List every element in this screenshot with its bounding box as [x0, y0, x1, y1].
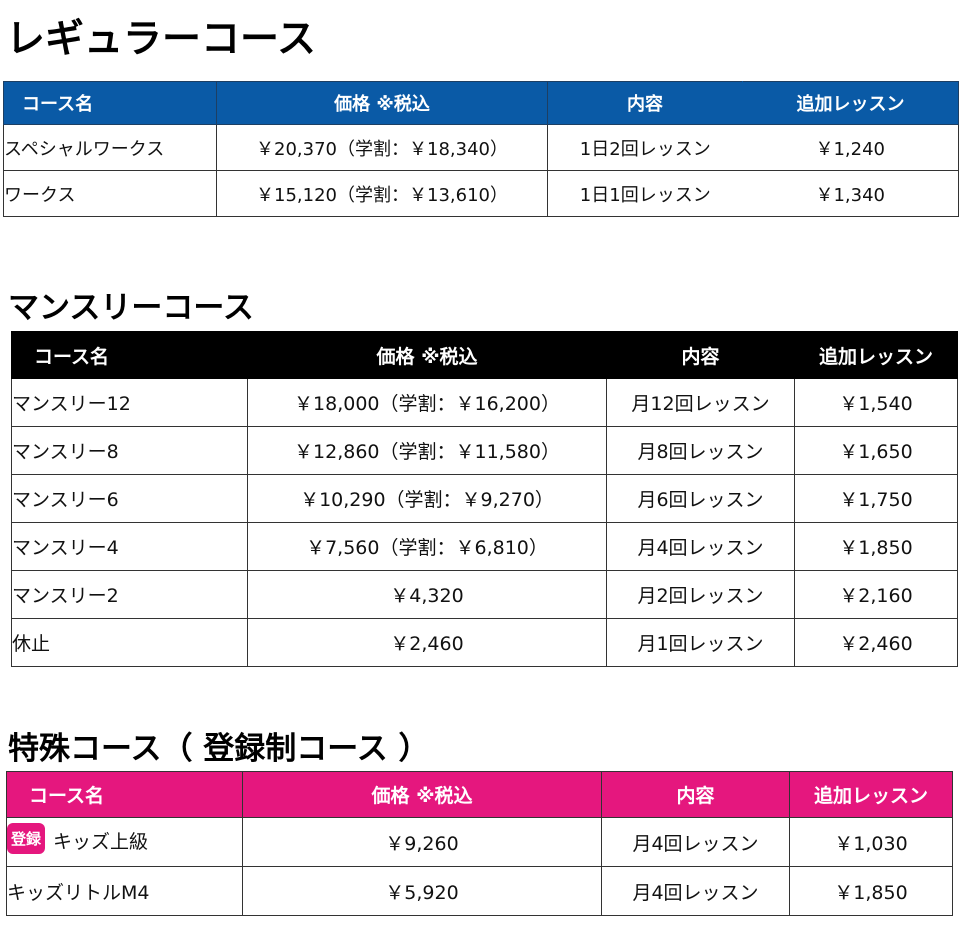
table-row: ワークス ￥15,120（学割：￥13,610） 1日1回レッスン ￥1,340: [3, 170, 959, 217]
course-name: マンスリー4: [11, 522, 248, 571]
table-header-row: コース名 価格 ※税込 内容 追加レッスン: [11, 331, 958, 379]
table-row: マンスリー2 ￥4,320 月2回レッスン ￥2,160: [11, 570, 958, 619]
course-price: ￥12,860（学割：￥11,580）: [247, 426, 607, 475]
col-extra-lesson: 追加レッスン: [794, 331, 958, 379]
course-extra: ￥1,030: [789, 817, 953, 867]
table-header-row: コース名 価格 ※税込 内容 追加レッスン: [6, 771, 953, 818]
col-content: 内容: [547, 81, 743, 125]
course-content: 月2回レッスン: [606, 570, 795, 619]
course-extra: ￥1,850: [794, 522, 958, 571]
course-extra: ￥1,650: [794, 426, 958, 475]
course-content: 1日2回レッスン: [547, 124, 743, 171]
course-price: ￥20,370（学割：￥18,340）: [216, 124, 548, 171]
course-price: ￥2,460: [247, 618, 607, 667]
col-content: 内容: [601, 771, 790, 818]
course-name: スペシャルワークス: [3, 124, 217, 171]
course-price: ￥5,920: [242, 866, 602, 916]
col-extra-lesson: 追加レッスン: [742, 81, 959, 125]
course-content: 月4回レッスン: [606, 522, 795, 571]
table-row: 休止 ￥2,460 月1回レッスン ￥2,460: [11, 618, 958, 667]
regular-course-table: コース名 価格 ※税込 内容 追加レッスン スペシャルワークス ￥20,370（…: [3, 81, 959, 217]
course-extra: ￥2,160: [794, 570, 958, 619]
course-price: ￥10,290（学割：￥9,270）: [247, 474, 607, 523]
course-content: 1日1回レッスン: [547, 170, 743, 217]
course-price: ￥7,560（学割：￥6,810）: [247, 522, 607, 571]
monthly-course-table: コース名 価格 ※税込 内容 追加レッスン マンスリー12 ￥18,000（学割…: [11, 331, 958, 667]
col-course-name: コース名: [3, 81, 217, 125]
course-name: マンスリー6: [11, 474, 248, 523]
col-price: 価格 ※税込: [247, 331, 607, 379]
table-row: マンスリー12 ￥18,000（学割：￥16,200） 月12回レッスン ￥1,…: [11, 378, 958, 427]
course-price: ￥4,320: [247, 570, 607, 619]
table-row: 登録 キッズ上級 ￥9,260 月4回レッスン ￥1,030: [6, 817, 953, 867]
special-course-title: 特殊コース（ 登録制コース ）: [8, 731, 430, 767]
col-extra-lesson: 追加レッスン: [789, 771, 953, 818]
course-extra: ￥1,750: [794, 474, 958, 523]
course-extra: ￥1,240: [742, 124, 959, 171]
table-row: マンスリー8 ￥12,860（学割：￥11,580） 月8回レッスン ￥1,65…: [11, 426, 958, 475]
course-content: 月12回レッスン: [606, 378, 795, 427]
table-header-row: コース名 価格 ※税込 内容 追加レッスン: [3, 81, 959, 125]
course-name: マンスリー8: [11, 426, 248, 475]
course-content: 月4回レッスン: [601, 866, 790, 916]
regular-course-title: レギュラーコース: [6, 17, 317, 62]
course-extra: ￥1,340: [742, 170, 959, 217]
course-extra: ￥1,850: [789, 866, 953, 916]
course-name: ワークス: [3, 170, 217, 217]
course-content: 月1回レッスン: [606, 618, 795, 667]
course-extra: ￥2,460: [794, 618, 958, 667]
registration-badge: 登録: [7, 822, 46, 854]
table-row: スペシャルワークス ￥20,370（学割：￥18,340） 1日2回レッスン ￥…: [3, 124, 959, 171]
special-course-table: コース名 価格 ※税込 内容 追加レッスン 登録 キッズ上級 ￥9,260 月4回…: [6, 771, 953, 916]
table-row: マンスリー4 ￥7,560（学割：￥6,810） 月4回レッスン ￥1,850: [11, 522, 958, 571]
course-name: キッズ上級: [53, 830, 149, 853]
course-price: ￥18,000（学割：￥16,200）: [247, 378, 607, 427]
monthly-course-title: マンスリーコース: [8, 290, 254, 326]
table-row: マンスリー6 ￥10,290（学割：￥9,270） 月6回レッスン ￥1,750: [11, 474, 958, 523]
col-course-name: コース名: [6, 771, 243, 818]
table-row: キッズリトルM4 ￥5,920 月4回レッスン ￥1,850: [6, 866, 953, 916]
col-course-name: コース名: [11, 331, 248, 379]
course-price: ￥9,260: [242, 817, 602, 867]
course-content: 月6回レッスン: [606, 474, 795, 523]
course-content: 月4回レッスン: [601, 817, 790, 867]
course-name: マンスリー12: [11, 378, 248, 427]
course-name: マンスリー2: [11, 570, 248, 619]
course-name: キッズリトルM4: [6, 866, 243, 916]
course-name: 休止: [11, 618, 248, 667]
course-name-cell: 登録 キッズ上級: [6, 817, 243, 867]
col-price: 価格 ※税込: [242, 771, 602, 818]
col-price: 価格 ※税込: [216, 81, 548, 125]
course-content: 月8回レッスン: [606, 426, 795, 475]
course-price: ￥15,120（学割：￥13,610）: [216, 170, 548, 217]
course-extra: ￥1,540: [794, 378, 958, 427]
col-content: 内容: [606, 331, 795, 379]
